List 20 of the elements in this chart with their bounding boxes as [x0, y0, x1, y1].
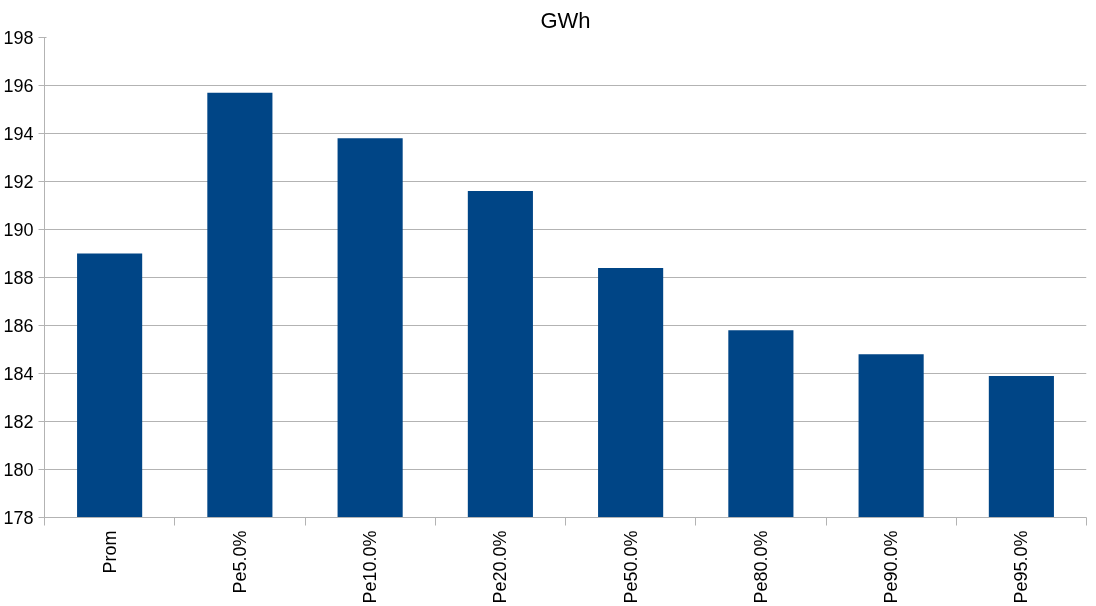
y-tick-label: 192	[3, 172, 34, 192]
x-tick-label: Pe10.0%	[360, 530, 381, 604]
y-tick-label: 196	[3, 76, 34, 96]
y-tick-label: 198	[3, 28, 34, 48]
x-tick-label: Pe5.0%	[229, 530, 250, 594]
y-tick-label: 194	[3, 124, 34, 144]
x-tick-label: Pe80.0%	[750, 530, 771, 604]
x-tick-label: Pe20.0%	[490, 530, 511, 604]
y-tick-label: 182	[3, 412, 34, 432]
x-tick-label: Prom	[99, 530, 120, 574]
x-tick-label: Pe95.0%	[1011, 530, 1032, 604]
y-tick-label: 186	[3, 316, 34, 336]
y-tick-label: 180	[3, 460, 34, 480]
y-tick-label: 188	[3, 268, 34, 288]
x-tick-label: Pe50.0%	[620, 530, 641, 604]
y-tick-label: 190	[3, 220, 34, 240]
y-tick-label: 178	[3, 508, 34, 528]
x-tick-label: Pe90.0%	[881, 530, 902, 604]
y-tick-label: 184	[3, 364, 34, 384]
chart-title: GWh	[540, 7, 591, 33]
